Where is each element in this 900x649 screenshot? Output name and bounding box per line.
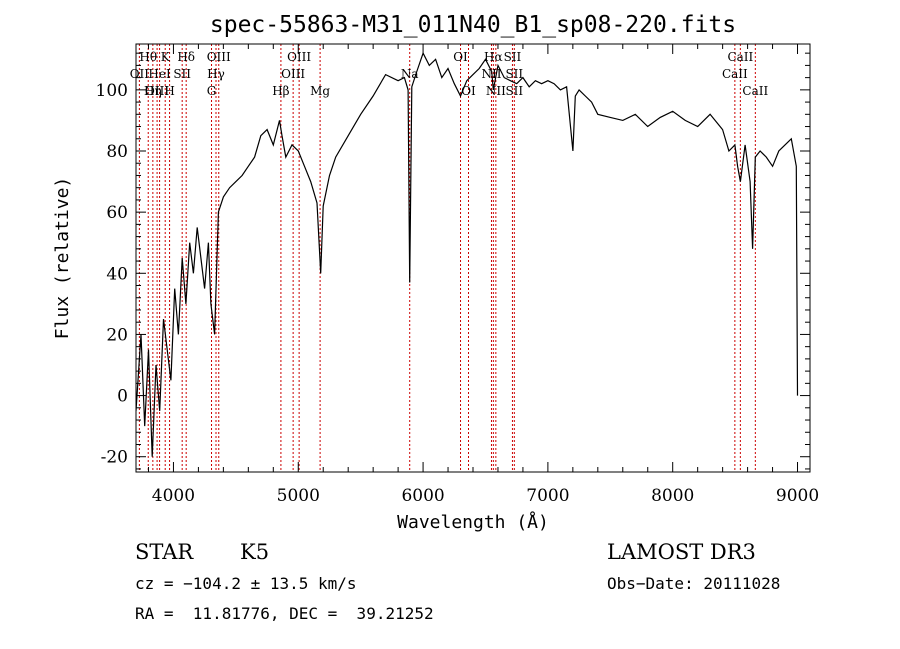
spectral-line-label: OIII xyxy=(281,67,305,81)
spectral-line-label: OII xyxy=(130,67,150,81)
x-tick-label: 4000 xyxy=(152,486,195,506)
spectrum-line xyxy=(136,51,799,457)
spectral-line-label: Hθ xyxy=(139,50,157,64)
spectral-line-label: OI xyxy=(453,50,468,64)
spectral-line-label: SII xyxy=(504,50,522,64)
plot-frame xyxy=(135,43,811,473)
spectral-line-label: OIII xyxy=(145,84,169,98)
y-tick-label: 80 xyxy=(106,142,128,162)
survey-label: LAMOST DR3 xyxy=(607,540,756,564)
y-tick-label: 40 xyxy=(106,264,128,284)
x-tick-label: 8000 xyxy=(651,486,694,506)
spectral-line-label: Hη xyxy=(144,84,162,98)
spectral-line-label: CaII xyxy=(742,84,768,98)
x-tick-label: 7000 xyxy=(526,486,569,506)
spectral-line-label: NII xyxy=(486,84,506,98)
y-tick-label: 100 xyxy=(96,81,128,101)
spectral-line-label: OI xyxy=(461,84,476,98)
spectral-line-label: CaII xyxy=(722,67,748,81)
y-axis-label: Flux (relative) xyxy=(52,177,73,340)
spectral-line-label: SII xyxy=(505,67,523,81)
y-tick-label: 0 xyxy=(117,387,128,407)
y-tick-label: 60 xyxy=(106,203,128,223)
spectral-line-label: Na xyxy=(401,67,419,81)
spectral-line-label: OIII xyxy=(287,50,311,64)
x-tick-label: 5000 xyxy=(277,486,320,506)
spectral-line-label: G xyxy=(207,84,217,98)
ra-dec-coordinates: RA = 11.81776, DEC = 39.21252 xyxy=(135,604,434,623)
spectral-line-label: Hδ xyxy=(177,50,195,64)
spectral-line-label: CaII xyxy=(727,50,753,64)
y-tick-label: 20 xyxy=(106,325,128,345)
spectral-line-label: Hγ xyxy=(207,67,225,81)
spectral-line-label: HeI xyxy=(148,67,171,81)
spectral-line-label: H xyxy=(164,84,174,98)
y-tick-label: -20 xyxy=(101,448,128,468)
observation-date: Obs−Date: 20111028 xyxy=(607,574,781,593)
spectral-line-label: OIII xyxy=(207,50,231,64)
spectral-line-label: Hβ xyxy=(272,84,289,98)
spectral-line-label: K xyxy=(161,50,171,64)
object-class: STAR xyxy=(135,540,194,564)
spectral-line-label: SII xyxy=(173,67,191,81)
spectral-line-label: Mg xyxy=(310,84,330,98)
object-subclass: K5 xyxy=(240,540,270,564)
x-tick-label: 9000 xyxy=(776,486,819,506)
spectral-line-label: Hα xyxy=(484,50,503,64)
redshift-velocity: cz = −104.2 ± 13.5 km/s xyxy=(135,574,357,593)
x-tick-label: 6000 xyxy=(401,486,444,506)
chart-title: spec-55863-M31_011N40_B1_sp08-220.fits xyxy=(210,12,736,38)
spectral-line-label: SII xyxy=(505,84,523,98)
x-axis-label: Wavelength (Å) xyxy=(397,511,549,533)
